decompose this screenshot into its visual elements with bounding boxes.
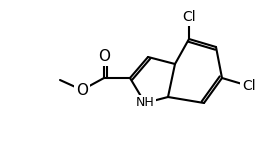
Text: O: O — [98, 49, 110, 63]
Text: NH: NH — [136, 97, 154, 109]
Text: Cl: Cl — [242, 79, 256, 93]
Text: Cl: Cl — [182, 10, 196, 24]
Text: O: O — [76, 83, 88, 98]
